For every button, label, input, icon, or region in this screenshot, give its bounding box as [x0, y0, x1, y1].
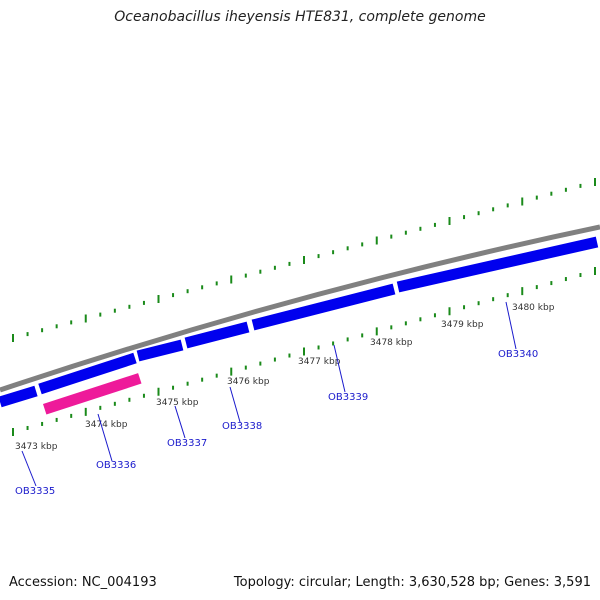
gene-label[interactable]: OB3336 — [96, 460, 136, 471]
gene-label[interactable]: OB3340 — [498, 349, 538, 360]
gene-leader-line — [333, 344, 346, 393]
highlighted-gene[interactable] — [42, 373, 142, 415]
inner-tick-marks — [12, 267, 596, 436]
gene-arrow[interactable] — [396, 236, 599, 293]
gene-arrow[interactable] — [0, 385, 38, 408]
gene-leader-line — [229, 386, 241, 423]
map-title: Oceanobacillus iheyensis HTE831, complet… — [114, 9, 486, 25]
gene-label[interactable]: OB3337 — [167, 438, 207, 449]
genome-backbone — [0, 224, 600, 393]
kbp-label: 3476 kbp — [227, 377, 270, 387]
kbp-label: 3479 kbp — [441, 320, 484, 330]
gene-arrow[interactable] — [136, 339, 184, 362]
gene-labels[interactable]: OB3335 OB3336 OB3337 OB3338 OB3339 OB3340 — [15, 301, 538, 497]
gene-leader-line — [21, 450, 37, 487]
gene-leader-line — [505, 301, 517, 350]
kbp-label: 3475 kbp — [156, 398, 199, 408]
kbp-label: 3478 kbp — [370, 338, 413, 348]
genome-summary-text: Topology: circular; Length: 3,630,528 bp… — [233, 575, 591, 590]
kbp-label: 3474 kbp — [85, 420, 128, 430]
kbp-label: 3480 kbp — [512, 303, 555, 313]
gene-label[interactable]: OB3338 — [222, 421, 262, 432]
kbp-label: 3477 kbp — [298, 357, 341, 367]
accession-text: Accession: NC_004193 — [9, 575, 157, 590]
gene-arrow[interactable] — [184, 321, 250, 349]
gene-label[interactable]: OB3335 — [15, 486, 55, 497]
gene-label[interactable]: OB3339 — [328, 392, 368, 403]
kbp-label: 3473 kbp — [15, 442, 58, 452]
gene-leader-line — [97, 413, 113, 462]
gene-arrow[interactable] — [38, 352, 137, 395]
kbp-scale-labels: 3473 kbp 3474 kbp 3475 kbp 3476 kbp 3477 kbp… — [15, 303, 555, 452]
gene-arrow[interactable] — [251, 283, 396, 331]
gene-leader-line — [174, 405, 186, 439]
outer-tick-marks — [12, 178, 596, 342]
forward-genes-track[interactable] — [0, 236, 599, 408]
